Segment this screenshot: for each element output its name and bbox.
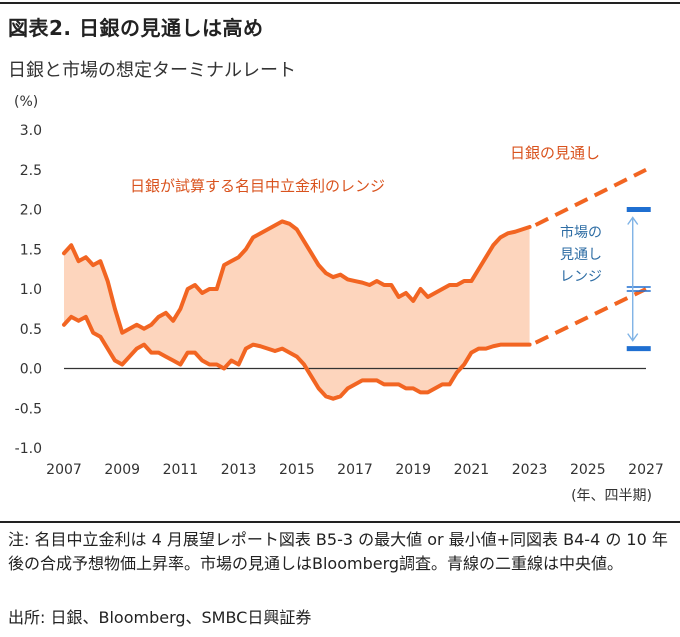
axis-layer: 3.0 2.5 2.0 1.5 1.0 0.5 0.0 -0.5 -1.0 (%) 2007 2009… [14,94,664,504]
chart: 3.0 2.5 2.0 1.5 1.0 0.5 0.0 -0.5 -1.0 (%) 2007 2009… [14,94,664,504]
x-tick-label: 2009 [104,462,140,478]
series-line-layer [62,167,647,401]
y-axis-unit: (%) [14,94,38,110]
annotation-market-outlook-line: 見通し [560,247,602,263]
boj-outlook-upper-dashed [534,167,647,227]
mid-rule [0,521,680,523]
x-tick-label: 2013 [221,462,257,478]
chart-title: 日銀と市場の想定ターミナルレート [8,60,296,81]
range-band-layer [64,221,530,399]
annotation-boj-outlook: 日銀の見通し [510,144,600,162]
annotation-neutral-rate-range: 日銀が試算する名目中立金利のレンジ [130,177,385,195]
y-tick-label: 1.0 [20,282,42,298]
y-tick-label: -1.0 [15,441,42,457]
source-note: 出所: 日銀、Bloomberg、SMBC日興証券 [8,608,312,627]
x-tick-label: 2015 [279,462,315,478]
market-range-layer [626,207,651,352]
y-tick-label: 1.5 [20,242,42,258]
upper-bound-line [62,219,532,335]
x-tick-label: 2021 [454,462,490,478]
y-tick-label: -0.5 [15,401,42,417]
annotation-market-outlook-line: レンジ [560,269,602,285]
market-arrow-head-down [627,333,639,342]
x-axis-unit: (年、四半期) [571,488,652,504]
y-tick-label: 2.0 [20,203,42,219]
y-tick-label: 2.5 [20,163,42,179]
boj-outlook-lower-dashed [534,287,647,345]
y-tick-label: 3.0 [20,123,42,139]
lower-bound-line [62,314,532,401]
range-band-area [64,221,530,399]
y-tick-label: 0.5 [20,322,42,338]
y-tick-label: 0.0 [20,362,42,378]
x-tick-label: 2019 [395,462,431,478]
x-tick-label: 2007 [46,462,82,478]
x-tick-label: 2025 [570,462,606,478]
figure-title: 図表2. 日銀の見通しは高め [8,16,264,40]
market-arrow-head-up [627,216,639,225]
x-tick-label: 2011 [163,462,199,478]
x-tick-label: 2023 [512,462,548,478]
x-tick-label: 2027 [628,462,664,478]
annotation-market-outlook-line: 市場の [560,224,602,241]
footnote: 注: 名目中立金利は 4 月展望レポート図表 B5-3 の最大値 or 最小値+… [8,530,668,573]
x-tick-label: 2017 [337,462,373,478]
top-rule [0,2,680,4]
